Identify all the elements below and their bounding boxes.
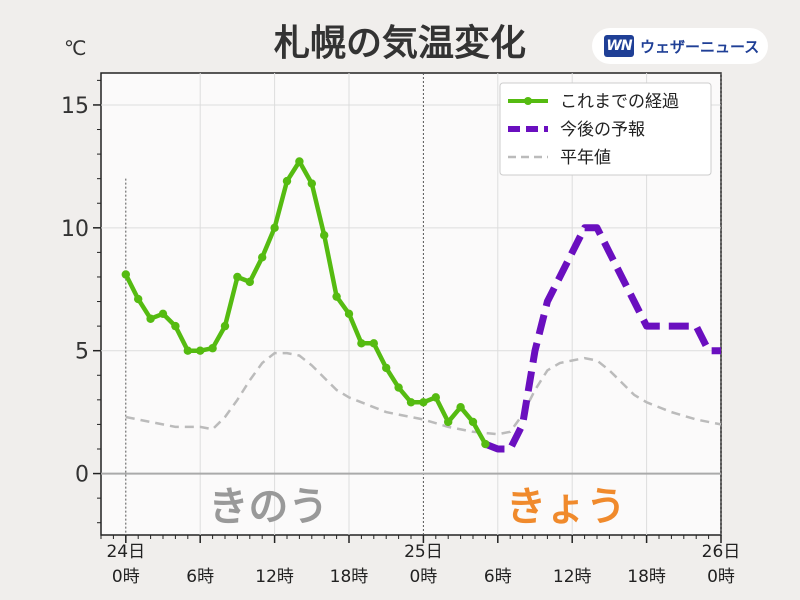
x-tick-hour-label: 0時 <box>707 567 735 587</box>
observed-point <box>208 344 217 353</box>
x-tick-hour-label: 0時 <box>112 567 140 587</box>
observed-point <box>134 294 143 304</box>
y-axis-unit: ℃ <box>64 36 87 60</box>
observed-point <box>332 292 341 301</box>
observed-point <box>121 270 130 279</box>
observed-point <box>344 309 354 319</box>
weathernews-logo-mark: WN <box>604 35 634 57</box>
x-tick-hour-label: 18時 <box>627 567 666 587</box>
legend-label-normal: 平年値 <box>560 148 611 168</box>
observed-point <box>183 346 192 355</box>
observed-point <box>245 277 254 287</box>
normal-temperature-line <box>125 351 722 436</box>
x-tick-hour-label: 6時 <box>186 567 214 587</box>
yesterday-label: きのう <box>208 484 328 530</box>
observed-point <box>146 314 155 323</box>
legend-label-observed: これまでの経過 <box>560 92 679 112</box>
x-tick-date-label: 24日 <box>106 542 145 562</box>
chart-title: 札幌の気温変化 <box>273 23 526 64</box>
observed-point <box>394 383 403 392</box>
legend-label-forecast: 今後の予報 <box>560 120 645 140</box>
x-tick-hour-label: 18時 <box>330 567 369 587</box>
x-tick-date-label: 25日 <box>404 542 443 562</box>
observed-point <box>419 398 428 407</box>
observed-point <box>456 403 465 412</box>
y-tick-label: 5 <box>75 340 89 365</box>
x-tick-hour-label: 12時 <box>553 567 592 587</box>
x-tick-hour-label: 12時 <box>255 567 294 587</box>
y-tick-label: 0 <box>75 463 89 488</box>
x-tick-hour-label: 6時 <box>484 567 512 587</box>
observed-point <box>382 363 391 373</box>
observed-point <box>196 346 205 355</box>
observed-point <box>320 230 329 240</box>
forecast-line <box>484 224 721 453</box>
observed-point <box>158 309 168 319</box>
y-tick-label: 10 <box>61 217 89 242</box>
observed-point <box>171 321 180 331</box>
weathernews-logo: WN ウェザーニュース <box>592 28 768 64</box>
observed-point <box>282 176 292 186</box>
y-tick-label: 15 <box>61 94 89 119</box>
observed-point <box>270 223 279 233</box>
x-tick-hour-label: 0時 <box>409 567 437 587</box>
observed-point <box>481 439 490 449</box>
observed-point <box>233 272 242 282</box>
observed-point <box>406 398 416 407</box>
observed-point <box>220 321 230 331</box>
observed-point <box>258 253 267 262</box>
observed-point <box>307 179 316 188</box>
x-tick-date-label: 26日 <box>702 542 741 562</box>
observed-point <box>295 157 304 166</box>
legend-observed-marker <box>524 97 532 105</box>
observed-point <box>357 339 366 348</box>
weathernews-logo-text: ウェザーニュース <box>640 37 760 56</box>
observed-point <box>444 417 453 427</box>
observed-point <box>369 339 378 348</box>
observed-point <box>468 417 478 427</box>
today-label: きょう <box>506 484 626 530</box>
legend-box <box>499 82 712 176</box>
observed-point <box>431 393 440 402</box>
